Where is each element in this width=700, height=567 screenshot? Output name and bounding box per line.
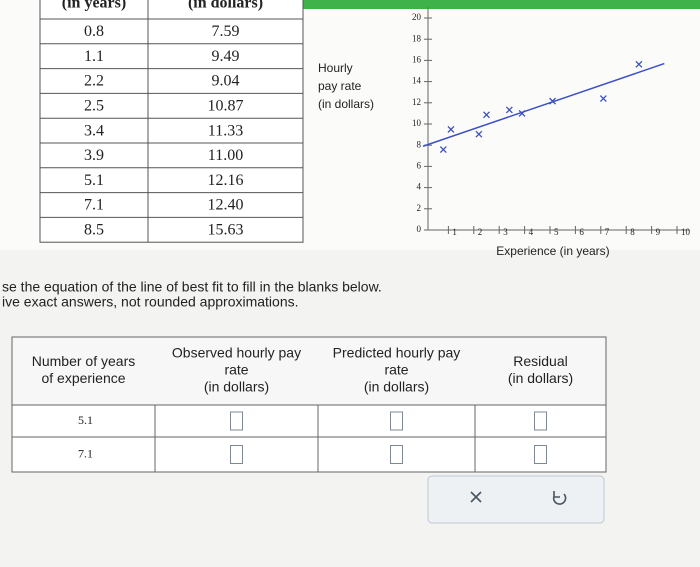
answer-header: Residual [513,353,567,369]
y-tick-label: 4 [417,182,422,192]
answer-header: (in dollars) [204,379,269,395]
answer-header: rate [224,362,248,378]
y-tick-label: 16 [412,54,422,64]
answer-header: Predicted hourly pay [333,345,461,361]
answer-input[interactable] [534,411,547,431]
table-cell: 0.8 [84,23,104,40]
y-tick-label: 20 [412,12,422,22]
x-tick-label: 2 [478,227,483,237]
table-cell: 15.63 [208,221,244,238]
y-tick-label: 12 [412,97,421,107]
answer-row-label: 7.1 [78,446,93,460]
data-point [439,146,447,154]
y-tick-label: 14 [412,76,422,86]
data-point [518,109,526,117]
answer-input[interactable] [230,411,243,431]
answer-header: Number of years [32,353,135,369]
instruction: ive exact answers, not rounded approxima… [2,294,299,310]
answer-header: (in dollars) [508,370,573,386]
x-tick-label: 5 [554,227,559,237]
x-tick-label: 8 [630,227,635,237]
data-point [635,60,643,68]
table-cell: 9.04 [212,73,240,90]
data-point [549,97,556,105]
button-panel [427,475,605,524]
answer-row-label: 5.1 [78,413,93,427]
y-axis-label: Hourly [318,61,353,75]
y-tick-label: 18 [412,33,422,43]
answer-input[interactable] [534,445,547,464]
x-tick-label: 4 [529,227,534,237]
y-tick-label: 10 [412,118,422,128]
table-cell: 12.40 [208,197,244,214]
x-tick-label: 10 [681,227,691,237]
x-axis-label: Experience (in years) [496,244,609,258]
answer-header: (in dollars) [364,379,429,395]
data-point [447,125,455,133]
y-axis-label: pay rate [318,79,362,93]
instruction: se the equation of the line of best fit … [2,279,382,295]
table-cell: 12.16 [208,172,244,189]
y-tick-label: 6 [417,160,422,170]
y-tick-label: 2 [417,203,422,213]
x-tick-label: 6 [579,227,584,237]
table-cell: 3.9 [84,147,104,164]
data-point [475,130,483,138]
x-tick-label: 3 [503,227,508,237]
y-tick-label: 0 [417,224,422,234]
data-point [483,111,490,119]
answer-input[interactable] [390,445,403,464]
table-cell: 7.1 [84,197,104,214]
answer-input[interactable] [230,445,243,464]
table-cell: 9.49 [212,48,240,65]
table-cell: 1.1 [84,48,104,65]
data-point [599,95,607,103]
answer-header: Observed hourly pay [172,345,301,361]
x-tick-label: 7 [605,227,610,237]
table-bg [39,0,304,243]
x-tick-label: 1 [452,227,457,237]
table-cell: 3.4 [84,122,104,139]
header-bg [12,337,606,405]
y-tick-label: 8 [417,139,422,149]
answer-input[interactable] [390,411,403,431]
table-header: (in dollars) [188,0,263,12]
table-cell: 5.1 [84,172,104,189]
data-point [505,106,513,114]
table-cell: 11.00 [208,147,243,164]
green-bar [300,0,700,9]
fit-line [422,62,665,147]
table-cell: 7.59 [212,23,240,40]
y-axis-label: (in dollars) [318,97,374,111]
answer-header: of experience [41,370,125,386]
table-cell: 2.2 [84,73,104,90]
table-cell: 8.5 [84,221,104,238]
clear-button[interactable] [470,491,482,503]
x-tick-label: 9 [656,227,661,237]
table-cell: 2.5 [84,97,104,114]
answer-header: rate [384,362,408,378]
table-cell: 11.33 [208,122,243,139]
reset-button[interactable] [552,491,567,505]
table-cell: 10.87 [208,97,244,114]
table-header: (in years) [62,0,126,12]
